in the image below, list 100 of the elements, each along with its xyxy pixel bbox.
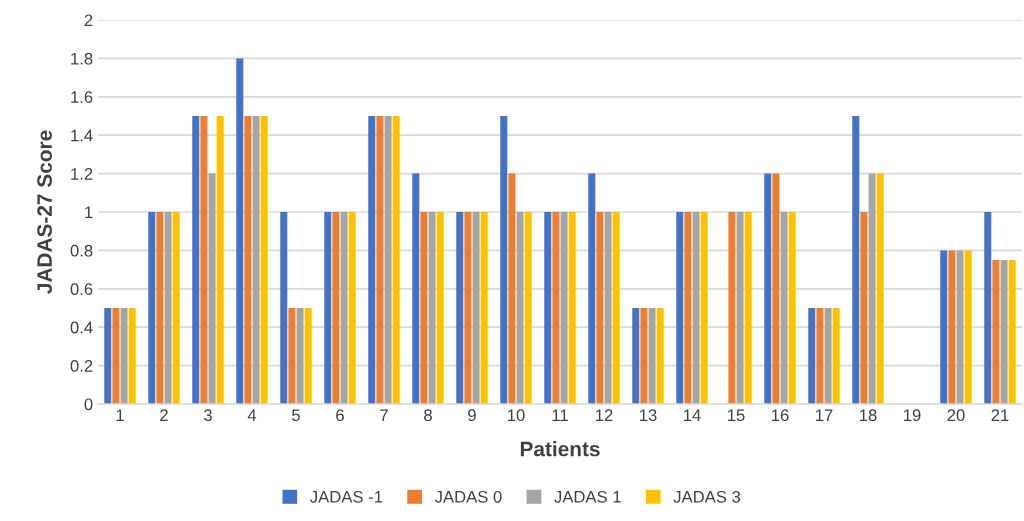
bar [216, 116, 224, 404]
x-tick-label: 11 [552, 409, 568, 421]
y-tick-label: 0.8 [70, 244, 93, 257]
bar [296, 308, 304, 404]
bar [984, 212, 992, 404]
bar [552, 212, 560, 404]
bar [956, 250, 964, 404]
x-tick-label: 19 [904, 409, 921, 422]
bar [464, 212, 472, 404]
bar [824, 308, 832, 404]
x-tick-label: 17 [816, 409, 833, 421]
bar [640, 308, 648, 404]
x-tick-label: 16 [772, 409, 789, 422]
bar [340, 212, 348, 404]
bar [808, 308, 816, 404]
bar [700, 212, 708, 404]
y-tick-label: 1.4 [71, 129, 93, 142]
bar [456, 212, 464, 404]
y-tick-label: 0.2 [70, 360, 93, 372]
x-tick-label: 2 [160, 409, 168, 421]
bar [588, 173, 596, 404]
bar [612, 212, 620, 404]
bar [684, 212, 692, 404]
bar [508, 173, 516, 404]
x-tick-label: 21 [991, 409, 1009, 421]
bar [472, 212, 480, 404]
bar [780, 212, 788, 404]
x-tick-label: 1 [116, 409, 124, 421]
bar [208, 173, 216, 404]
x-tick-label: 4 [247, 409, 257, 421]
bar [1000, 260, 1008, 404]
y-axis-title: JADAS-27 Score [37, 130, 52, 294]
bar [596, 212, 604, 404]
x-tick-label: 8 [424, 409, 432, 422]
bar [172, 212, 180, 404]
y-tick-label: 1 [85, 206, 93, 219]
bar [156, 212, 164, 404]
bar [772, 173, 780, 404]
bar [164, 212, 172, 404]
y-tick-label: 0.4 [70, 321, 93, 334]
legend-label: JADAS 1 [554, 490, 621, 503]
x-axis-title: Patients [520, 441, 600, 457]
legend-label: JADAS -1 [310, 490, 383, 503]
legend-label: JADAS 0 [434, 490, 502, 503]
y-tick-label: 1.2 [71, 168, 93, 180]
x-tick-label: 5 [292, 409, 300, 422]
x-tick-label: 6 [336, 409, 344, 422]
bar [480, 212, 488, 404]
bar [524, 212, 532, 404]
bar [244, 116, 252, 404]
bar [412, 173, 420, 404]
bar [104, 308, 112, 404]
bar [368, 116, 376, 404]
bar [128, 308, 136, 404]
bar [964, 250, 972, 404]
bar [744, 212, 752, 404]
bar [648, 308, 656, 404]
bar [764, 173, 772, 404]
y-tick-label: 1.8 [71, 52, 93, 65]
bar [436, 212, 444, 404]
bar [852, 116, 860, 404]
bar [200, 116, 208, 404]
bar [788, 212, 796, 404]
bar [260, 116, 268, 404]
x-tick-label: 3 [204, 409, 212, 422]
x-tick-label: 7 [380, 409, 388, 421]
bar [656, 308, 664, 404]
x-tick-label: 18 [860, 409, 877, 422]
bar [868, 173, 876, 404]
bar [692, 212, 700, 404]
bar [376, 116, 384, 404]
x-tick-label: 9 [468, 409, 476, 422]
bar [280, 212, 288, 404]
bar [384, 116, 392, 404]
legend-label: JADAS 3 [673, 490, 741, 503]
bar [632, 308, 640, 404]
x-tick-label: 13 [640, 409, 657, 422]
x-tick-label: 15 [728, 409, 745, 422]
bar [324, 212, 332, 404]
bar [948, 250, 956, 404]
bar [236, 58, 244, 404]
y-tick-label: 1.6 [71, 91, 93, 103]
bar [568, 212, 576, 404]
bar [516, 212, 524, 404]
bar [992, 260, 1000, 404]
x-tick-label: 20 [947, 409, 965, 422]
bar [428, 212, 436, 404]
bar [876, 173, 884, 404]
x-tick-label: 10 [508, 409, 525, 422]
bar [304, 308, 312, 404]
bar [832, 308, 840, 404]
bar [112, 308, 120, 404]
y-tick-label: 0 [84, 398, 93, 411]
bar [1008, 260, 1016, 404]
bar [252, 116, 260, 404]
bar [348, 212, 356, 404]
bar [192, 116, 200, 404]
bar [728, 212, 736, 404]
bar [560, 212, 568, 404]
bar [816, 308, 824, 404]
